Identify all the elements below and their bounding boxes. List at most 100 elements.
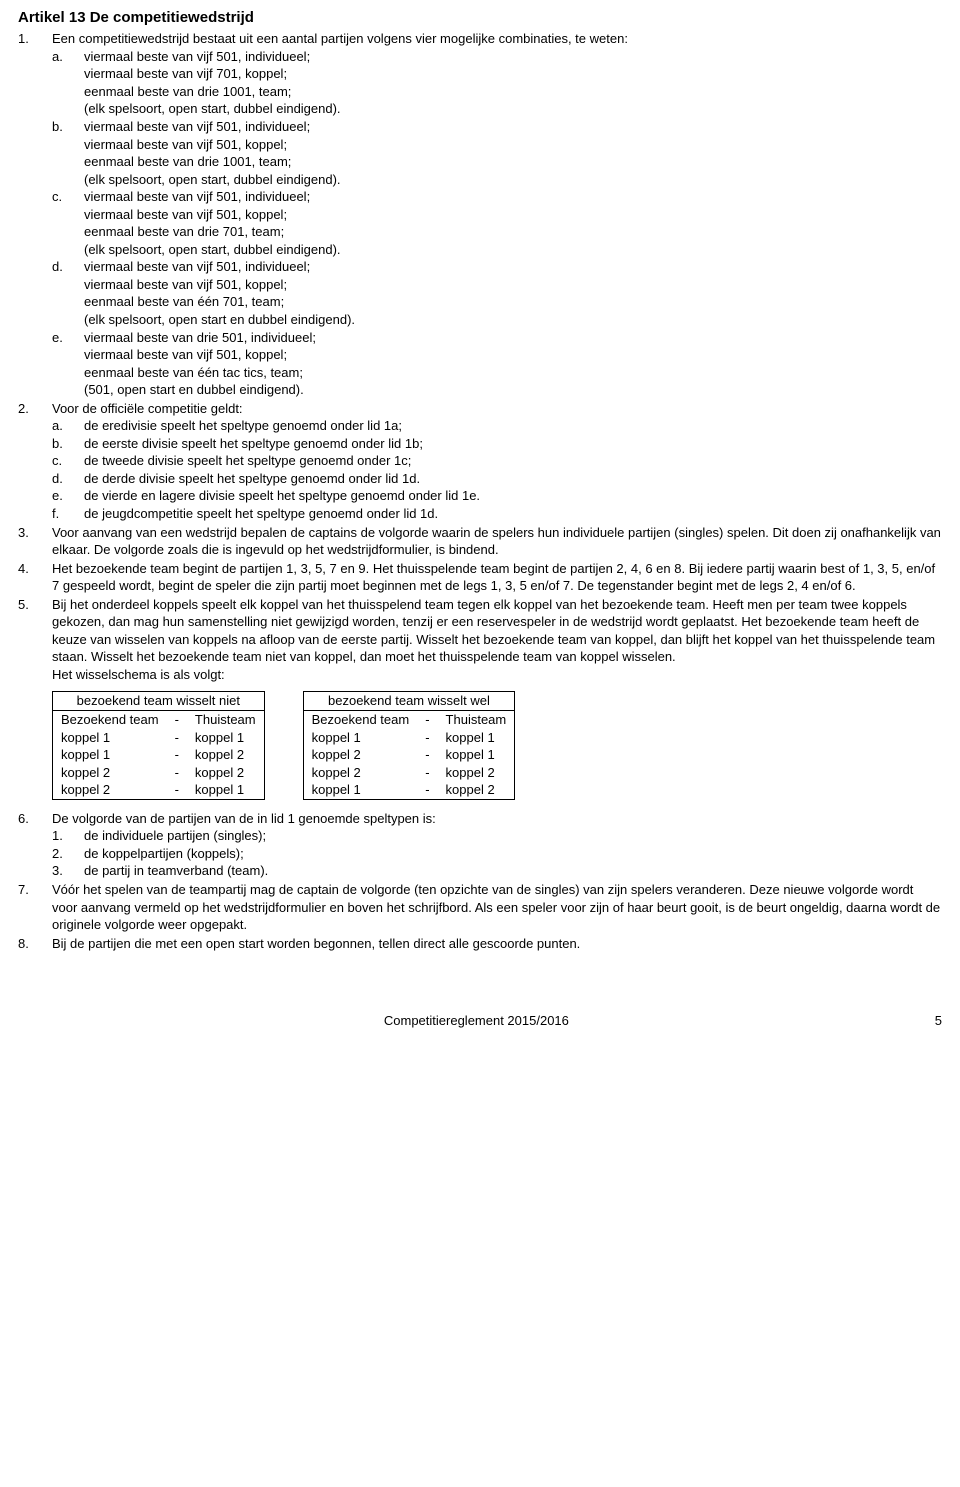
table-header-cell: Bezoekend team bbox=[303, 711, 417, 729]
article-title: Artikel 13 De competitiewedstrijd bbox=[18, 8, 942, 28]
item-content: Het bezoekende team begint de partijen 1… bbox=[52, 560, 942, 595]
table-cell: koppel 2 bbox=[187, 764, 264, 782]
sub-line: viermaal beste van vijf 501, individueel… bbox=[84, 118, 942, 136]
sub-line: de tweede divisie speelt het speltype ge… bbox=[84, 452, 942, 470]
item-text: Een competitiewedstrijd bestaat uit een … bbox=[52, 30, 942, 48]
sub-line: (elk spelsoort, open start, dubbel eindi… bbox=[84, 171, 942, 189]
sub-line: (elk spelsoort, open start, dubbel eindi… bbox=[84, 100, 942, 118]
item-marker: 2. bbox=[18, 400, 52, 523]
sub-item: a.viermaal beste van vijf 501, individue… bbox=[52, 48, 942, 118]
item-content: Bij de partijen die met een open start w… bbox=[52, 935, 942, 953]
sub-item: 3.de partij in teamverband (team). bbox=[52, 862, 942, 880]
sub-line: viermaal beste van vijf 501, koppel; bbox=[84, 346, 942, 364]
sub-line: eenmaal beste van één tac tics, team; bbox=[84, 364, 942, 382]
table-cell: koppel 2 bbox=[187, 746, 264, 764]
sub-content: de koppelpartijen (koppels); bbox=[84, 845, 942, 863]
sub-marker: a. bbox=[52, 417, 84, 435]
sub-line: viermaal beste van vijf 701, koppel; bbox=[84, 65, 942, 83]
sub-line: eenmaal beste van één 701, team; bbox=[84, 293, 942, 311]
sub-line: viermaal beste van drie 501, individueel… bbox=[84, 329, 942, 347]
sub-marker: d. bbox=[52, 470, 84, 488]
sub-line: de individuele partijen (singles); bbox=[84, 827, 942, 845]
numbered-list-1: 1.Een competitiewedstrijd bestaat uit ee… bbox=[18, 30, 942, 683]
item-text: Bij het onderdeel koppels speelt elk kop… bbox=[52, 596, 942, 666]
sub-marker: f. bbox=[52, 505, 84, 523]
item-content: Voor aanvang van een wedstrijd bepalen d… bbox=[52, 524, 942, 559]
sub-marker: b. bbox=[52, 118, 84, 188]
table-cell: koppel 1 bbox=[303, 781, 417, 799]
sub-marker: a. bbox=[52, 48, 84, 118]
table-cell: koppel 1 bbox=[438, 729, 515, 747]
table-cell: - bbox=[417, 764, 437, 782]
footer-text: Competitiereglement 2015/2016 bbox=[384, 1013, 569, 1028]
table-heading: bezoekend team wisselt niet bbox=[53, 692, 265, 711]
sub-item: c.viermaal beste van vijf 501, individue… bbox=[52, 188, 942, 258]
sub-line: viermaal beste van vijf 501, individueel… bbox=[84, 258, 942, 276]
sub-content: de partij in teamverband (team). bbox=[84, 862, 942, 880]
page-footer: Competitiereglement 2015/2016 5 bbox=[18, 1012, 942, 1030]
item-text: De volgorde van de partijen van de in li… bbox=[52, 810, 942, 828]
item-marker: 8. bbox=[18, 935, 52, 953]
sub-line: de eerste divisie speelt het speltype ge… bbox=[84, 435, 942, 453]
table-cell: koppel 2 bbox=[53, 781, 167, 799]
table-row: koppel 1-koppel 1 bbox=[303, 729, 515, 747]
table-row: koppel 2-koppel 2 bbox=[303, 764, 515, 782]
schema-table-b: bezoekend team wisselt welBezoekend team… bbox=[303, 691, 516, 799]
sub-list: a.viermaal beste van vijf 501, individue… bbox=[52, 48, 942, 399]
sub-line: (elk spelsoort, open start, dubbel eindi… bbox=[84, 241, 942, 259]
item-marker: 6. bbox=[18, 810, 52, 880]
table-row: koppel 2-koppel 2 bbox=[53, 764, 265, 782]
sub-list: a.de eredivisie speelt het speltype geno… bbox=[52, 417, 942, 522]
item-text: Het bezoekende team begint de partijen 1… bbox=[52, 560, 942, 595]
table-header-cell: Thuisteam bbox=[438, 711, 515, 729]
item-marker: 4. bbox=[18, 560, 52, 595]
table-cell: - bbox=[167, 746, 187, 764]
table-row: koppel 2-koppel 1 bbox=[303, 746, 515, 764]
sub-content: de eredivisie speelt het speltype genoem… bbox=[84, 417, 942, 435]
item-text: Voor aanvang van een wedstrijd bepalen d… bbox=[52, 524, 942, 559]
sub-line: eenmaal beste van drie 1001, team; bbox=[84, 153, 942, 171]
list-item: 6.De volgorde van de partijen van de in … bbox=[18, 810, 942, 880]
sub-content: viermaal beste van vijf 501, individueel… bbox=[84, 118, 942, 188]
sub-line: (501, open start en dubbel eindigend). bbox=[84, 381, 942, 399]
sub-line: de partij in teamverband (team). bbox=[84, 862, 942, 880]
tables-row: bezoekend team wisselt niet Bezoekend tea… bbox=[18, 691, 942, 799]
list-item: 1.Een competitiewedstrijd bestaat uit ee… bbox=[18, 30, 942, 398]
sub-item: e.viermaal beste van drie 501, individue… bbox=[52, 329, 942, 399]
item-marker: 5. bbox=[18, 596, 52, 684]
table-cell: koppel 2 bbox=[438, 781, 515, 799]
list-item: 8.Bij de partijen die met een open start… bbox=[18, 935, 942, 953]
sub-content: de individuele partijen (singles); bbox=[84, 827, 942, 845]
item-text: Bij de partijen die met een open start w… bbox=[52, 935, 942, 953]
table-cell: koppel 2 bbox=[438, 764, 515, 782]
table-cell: - bbox=[417, 729, 437, 747]
table-cell: - bbox=[417, 781, 437, 799]
table-row: koppel 1-koppel 2 bbox=[53, 746, 265, 764]
sub-item: a.de eredivisie speelt het speltype geno… bbox=[52, 417, 942, 435]
table-cell: - bbox=[167, 729, 187, 747]
sub-list: 1.de individuele partijen (singles);2.de… bbox=[52, 827, 942, 880]
sub-marker: 3. bbox=[52, 862, 84, 880]
item-content: Vóór het spelen van de teampartij mag de… bbox=[52, 881, 942, 934]
table-row: koppel 1-koppel 1 bbox=[53, 729, 265, 747]
item-text: Het wisselschema is als volgt: bbox=[52, 666, 942, 684]
list-item: 3.Voor aanvang van een wedstrijd bepalen… bbox=[18, 524, 942, 559]
sub-line: de eredivisie speelt het speltype genoem… bbox=[84, 417, 942, 435]
item-marker: 3. bbox=[18, 524, 52, 559]
sub-line: viermaal beste van vijf 501, koppel; bbox=[84, 276, 942, 294]
sub-marker: 2. bbox=[52, 845, 84, 863]
sub-content: de eerste divisie speelt het speltype ge… bbox=[84, 435, 942, 453]
sub-item: f.de jeugdcompetitie speelt het speltype… bbox=[52, 505, 942, 523]
item-marker: 1. bbox=[18, 30, 52, 398]
sub-marker: d. bbox=[52, 258, 84, 328]
sub-line: eenmaal beste van drie 1001, team; bbox=[84, 83, 942, 101]
numbered-list-2: 6.De volgorde van de partijen van de in … bbox=[18, 810, 942, 952]
table-row: koppel 2-koppel 1 bbox=[53, 781, 265, 799]
sub-marker: b. bbox=[52, 435, 84, 453]
list-item: 4.Het bezoekende team begint de partijen… bbox=[18, 560, 942, 595]
list-item: 7.Vóór het spelen van de teampartij mag … bbox=[18, 881, 942, 934]
sub-content: viermaal beste van vijf 501, individueel… bbox=[84, 258, 942, 328]
table-cell: - bbox=[167, 781, 187, 799]
sub-content: de derde divisie speelt het speltype gen… bbox=[84, 470, 942, 488]
sub-marker: c. bbox=[52, 452, 84, 470]
